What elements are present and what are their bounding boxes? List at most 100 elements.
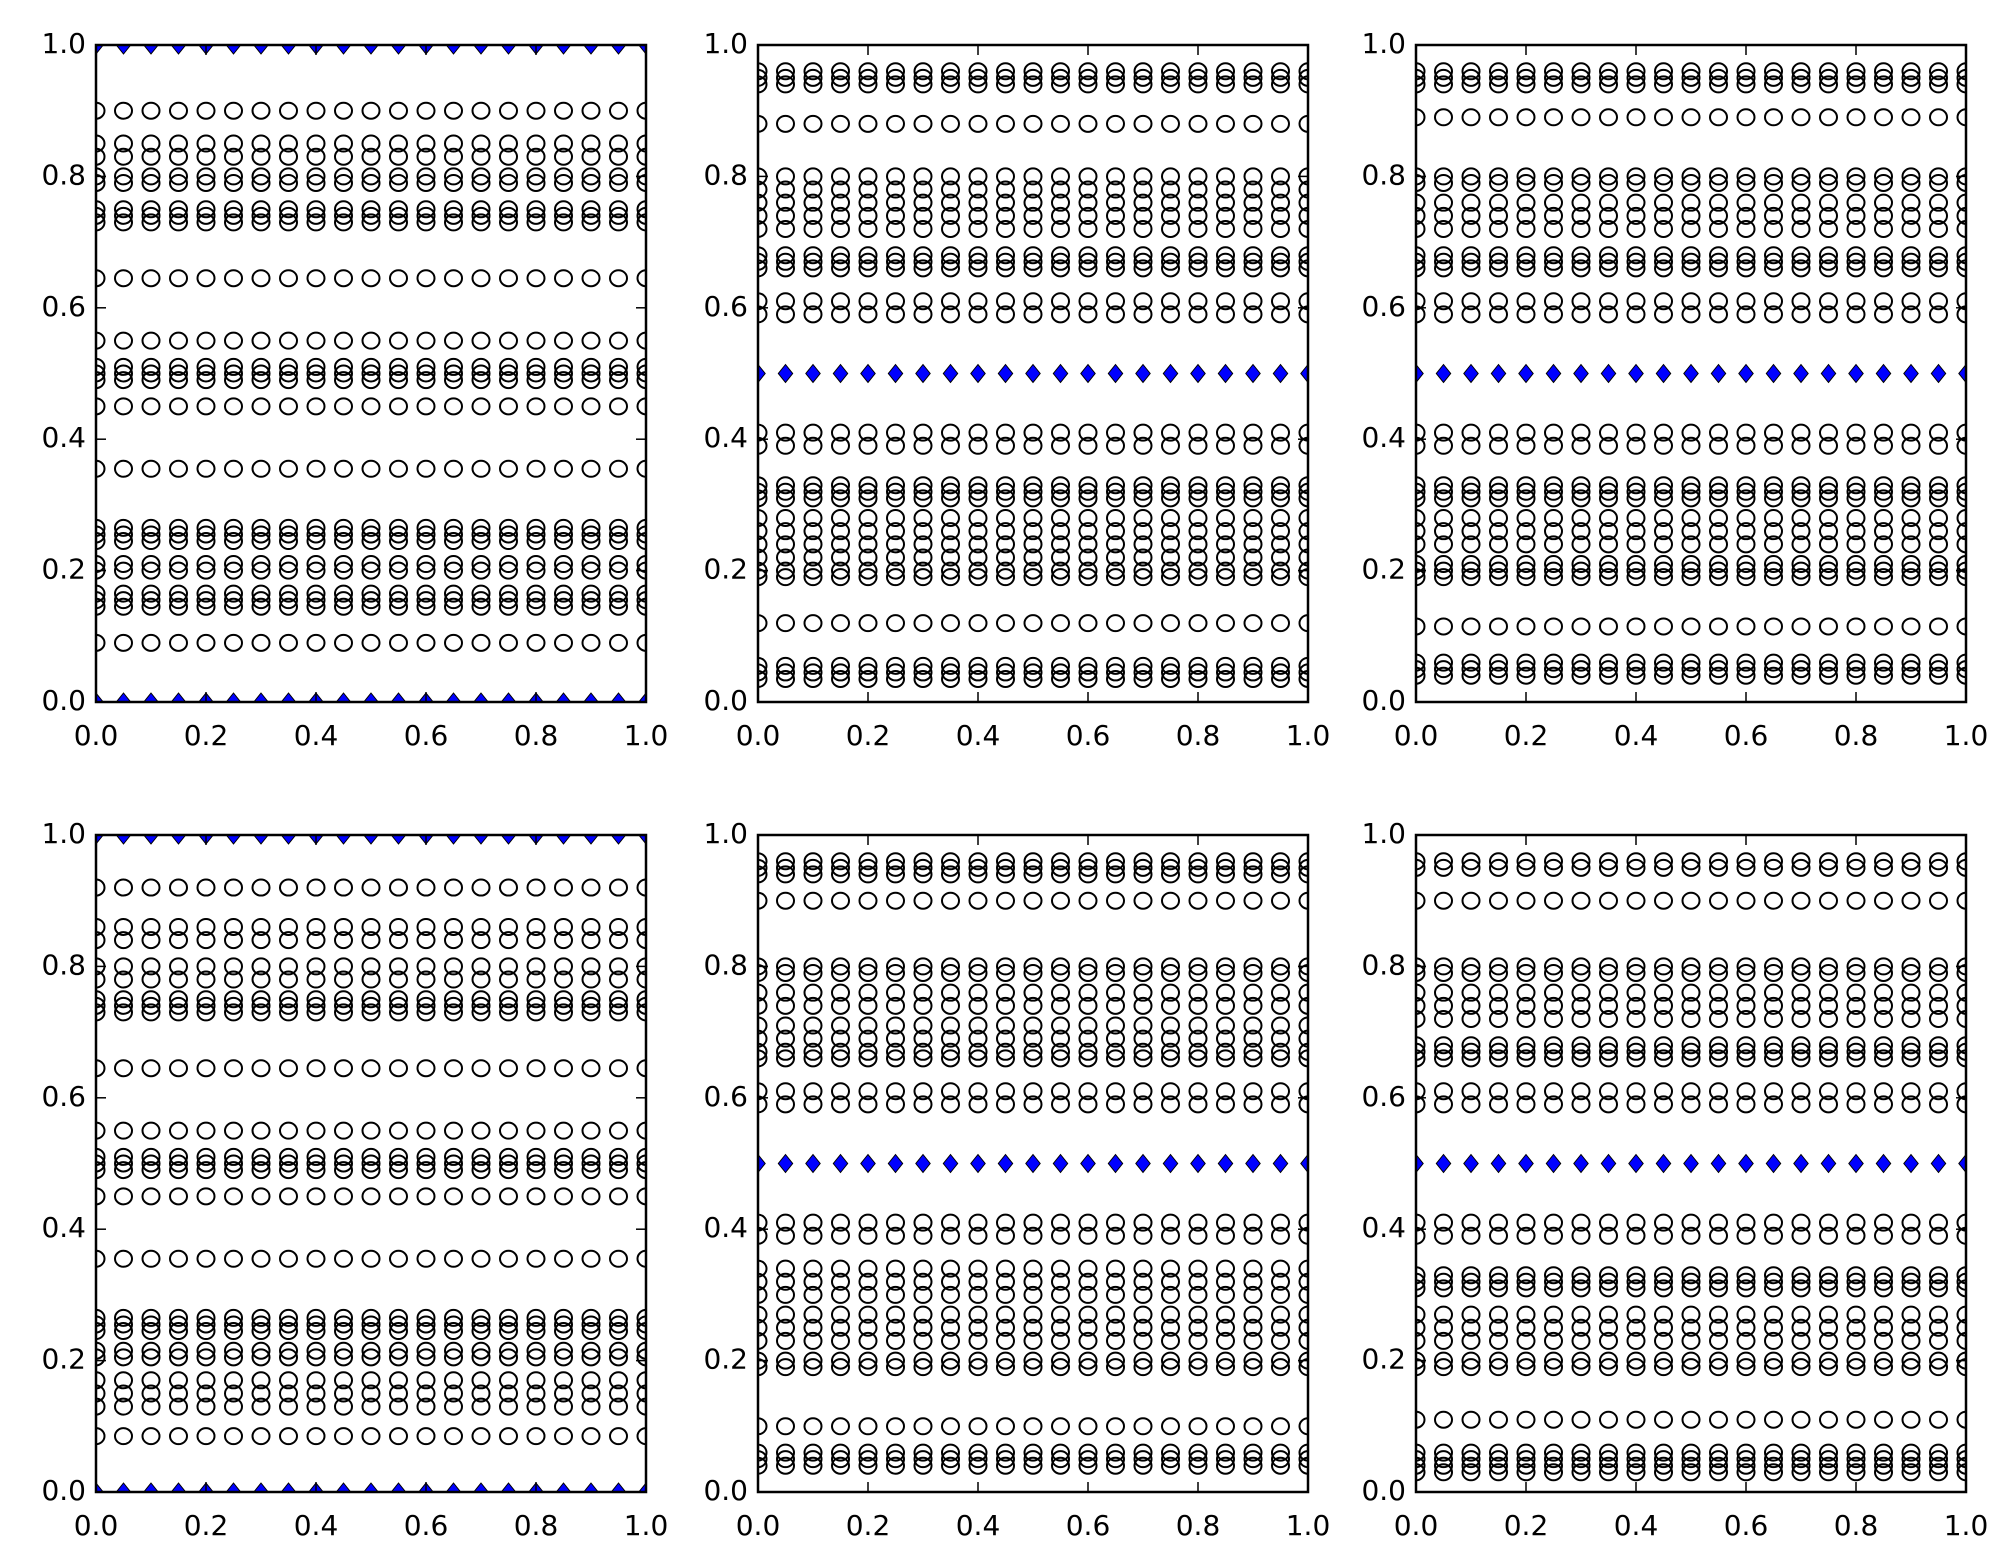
circle-marker [1106,62,1125,81]
circle-marker [996,1272,1015,1291]
circle-marker [1599,653,1618,672]
diamond-marker [115,45,132,55]
circle-marker [1709,1042,1728,1061]
circle-marker [361,459,381,478]
diamond-marker [1793,1153,1809,1174]
circle-marker [1461,1082,1481,1101]
circle-marker [1516,1095,1536,1114]
circle-marker [1709,561,1728,580]
circle-marker [1416,996,1426,1015]
circle-marker [1298,1016,1308,1035]
circle-marker [1709,193,1728,212]
circle-marker [581,584,601,603]
circle-marker [499,213,518,232]
circle-marker [1791,1036,1811,1055]
circle-marker [499,1308,518,1327]
circle-marker [1133,206,1153,225]
circle-marker [1133,1259,1153,1278]
diamond-marker [1217,1153,1234,1174]
circle-marker [1051,1095,1070,1114]
circle-marker [1216,305,1235,324]
circle-marker [141,173,161,192]
circle-marker [941,1331,960,1350]
circle-marker [96,584,106,603]
circle-marker [1819,259,1838,278]
circle-marker [831,68,850,87]
circle-marker [1956,193,1966,212]
circle-marker [416,561,436,580]
circle-marker [941,522,960,541]
circle-marker [1434,653,1453,672]
circle-marker [526,364,546,383]
circle-marker [968,1042,988,1061]
circle-marker [1571,1036,1591,1055]
circle-marker [609,200,628,219]
circle-marker [169,878,188,897]
circle-marker [858,114,878,133]
circle-marker [968,1082,988,1101]
circle-marker [1571,246,1591,265]
circle-marker [169,331,188,350]
circle-marker [416,878,436,897]
circle-marker [554,1059,573,1078]
circle-marker [758,548,768,567]
circle-marker [1461,1042,1481,1061]
diamond-marker [445,45,462,55]
circle-marker [526,101,546,120]
diamond-marker [1025,363,1041,384]
circle-marker [114,996,133,1015]
circle-marker [1416,666,1426,685]
circle-marker [1216,206,1235,225]
circle-marker [554,364,573,383]
circle-marker [1243,219,1263,238]
circle-marker [1416,852,1426,871]
circle-marker [941,1259,960,1278]
x-tick-label: 0.2 [1504,719,1549,752]
circle-marker [1709,1410,1728,1429]
circle-marker [1599,68,1618,87]
circle-marker [279,331,298,350]
circle-marker [1956,259,1966,278]
circle-marker [306,597,326,616]
circle-marker [1791,193,1811,212]
circle-marker [251,167,271,186]
circle-marker [913,1443,933,1462]
circle-marker [1516,1272,1536,1291]
x-tick-label: 0.8 [1834,1509,1879,1542]
circle-marker [141,101,161,120]
diamond-marker [1738,363,1754,384]
circle-marker [1023,1042,1043,1061]
circle-marker [1298,252,1308,271]
circle-marker [1243,522,1263,541]
circle-marker [886,167,905,186]
circle-marker [609,561,628,580]
circle-marker [996,522,1015,541]
circle-marker [941,509,960,528]
y-tick-label: 0.6 [703,290,748,323]
circle-marker [251,584,271,603]
circle-marker [609,878,628,897]
circle-marker [1654,535,1673,554]
circle-marker [416,1322,436,1341]
circle-marker [96,1371,106,1390]
circle-marker [1626,509,1646,528]
circle-marker [306,878,326,897]
circle-marker [306,1315,326,1334]
circle-marker [1489,535,1508,554]
circle-marker [1298,436,1308,455]
circle-marker [913,865,933,884]
circle-marker [581,591,601,610]
circle-marker [1654,660,1673,679]
circle-marker [803,509,823,528]
circle-marker [416,213,436,232]
circle-marker [1764,193,1783,212]
circle-marker [306,957,326,976]
circle-marker [1461,476,1481,495]
circle-marker [224,1322,243,1341]
circle-marker [554,1427,573,1446]
circle-marker [1298,423,1308,442]
circle-marker [1654,108,1673,127]
circle-marker [1681,1272,1701,1291]
circle-marker [1599,436,1618,455]
circle-marker [279,1384,298,1403]
